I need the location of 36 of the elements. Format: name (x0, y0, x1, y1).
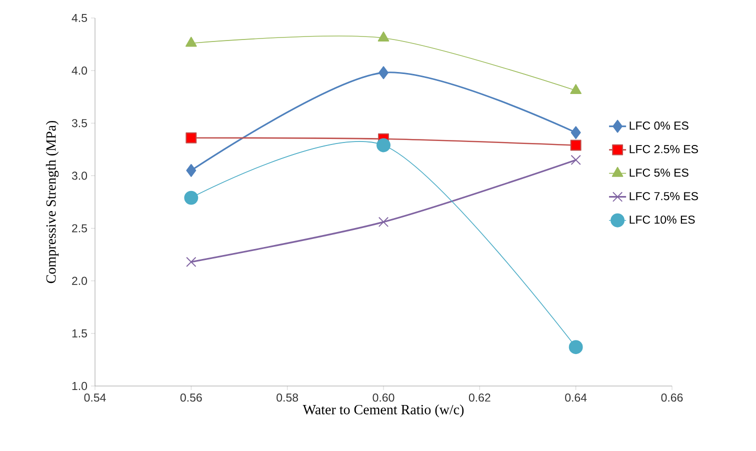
x-axis-title: Water to Cement Ratio (w/c) (302, 404, 464, 418)
x-tick-label: 0.66 (661, 394, 683, 402)
point (378, 216, 389, 228)
y-tick-label: 4.5 (72, 14, 87, 22)
point (185, 36, 197, 47)
legend-label: LFC 10% ES (630, 216, 695, 224)
point (570, 84, 582, 94)
point (378, 66, 388, 80)
point (186, 256, 196, 268)
legend-label: LFC 5% ES (630, 168, 688, 177)
x-tick-label: 0.62 (468, 394, 490, 402)
point (378, 32, 390, 42)
legend-label: LFC 0% ES (630, 122, 688, 130)
x-tick-label: 0.56 (180, 394, 202, 402)
y-tick-label: 3.5 (72, 119, 87, 128)
legend-label: LFC 7.5% ES (630, 192, 698, 200)
y-tick-label: 1.5 (72, 329, 87, 338)
y-tick-label: 4.0 (72, 66, 88, 75)
y-axis-title: Compressive Strength (MPa) (46, 120, 59, 284)
y-tick-label: 1.0 (72, 382, 88, 390)
point (570, 154, 581, 166)
x-tick-label: 0.64 (565, 394, 587, 402)
point (184, 190, 198, 205)
y-tick-label: 2.5 (72, 224, 87, 232)
x-tick-label: 0.58 (276, 394, 298, 402)
y-tick-label: 3.0 (72, 172, 88, 180)
legend-label: LFC 2.5% ES (630, 145, 698, 154)
point (186, 132, 197, 144)
x-tick-label: 0.60 (372, 394, 394, 402)
y-tick-label: 2.0 (72, 276, 88, 285)
point (376, 138, 390, 152)
point (570, 140, 582, 151)
point (186, 164, 196, 177)
point (570, 126, 581, 140)
point (568, 340, 583, 354)
x-tick-label: 0.54 (84, 394, 106, 402)
